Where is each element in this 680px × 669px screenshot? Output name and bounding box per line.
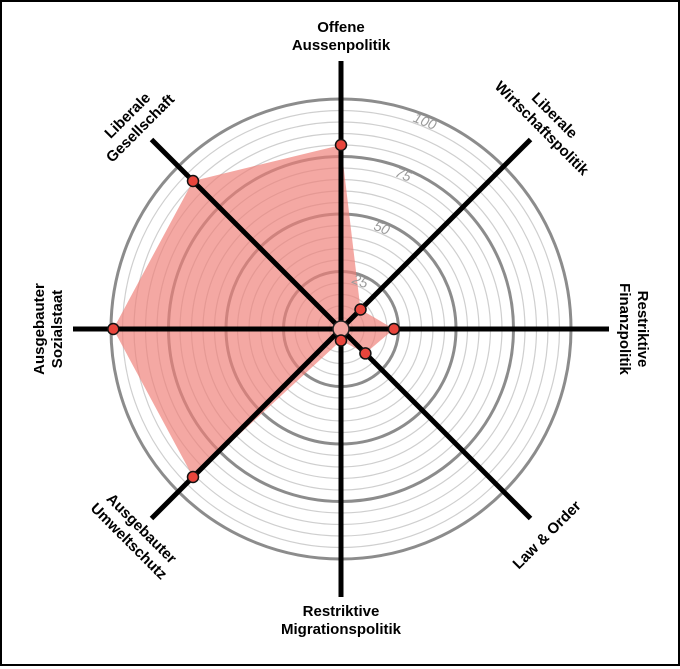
tick-label: 75 <box>393 164 414 185</box>
axis-label-line: Sozialstaat <box>49 290 66 368</box>
data-point <box>334 138 348 152</box>
axis-label-line: Finanzpolitik <box>616 283 633 375</box>
axis-label-line: Migrationspolitik <box>281 621 402 638</box>
data-point <box>186 470 200 484</box>
axis-spoke <box>339 137 533 331</box>
data-points <box>107 138 401 484</box>
data-point <box>107 322 120 336</box>
data-polygon <box>113 145 394 477</box>
axis-label-line: Ausgebauter <box>31 283 48 375</box>
tick-label: 50 <box>372 217 393 238</box>
axis-label-line: Restriktive <box>634 291 651 368</box>
data-point <box>387 322 401 336</box>
axis-label: Ausgebauter Sozialstaat <box>31 283 66 375</box>
data-point <box>334 334 348 347</box>
axis-label-line: Offene <box>317 19 365 36</box>
data-point <box>186 174 200 188</box>
data-point <box>354 303 367 316</box>
data-area <box>113 145 394 477</box>
axis-spoke <box>149 137 343 331</box>
axis-spoke <box>149 327 343 521</box>
data-point <box>359 347 372 360</box>
axis-spoke <box>339 327 533 521</box>
axis-label-line: Restriktive <box>303 603 380 620</box>
tick-label: 100 <box>411 109 439 133</box>
axis-label-line: Aussenpolitik <box>292 37 391 54</box>
tick-label: 25 <box>349 270 371 291</box>
